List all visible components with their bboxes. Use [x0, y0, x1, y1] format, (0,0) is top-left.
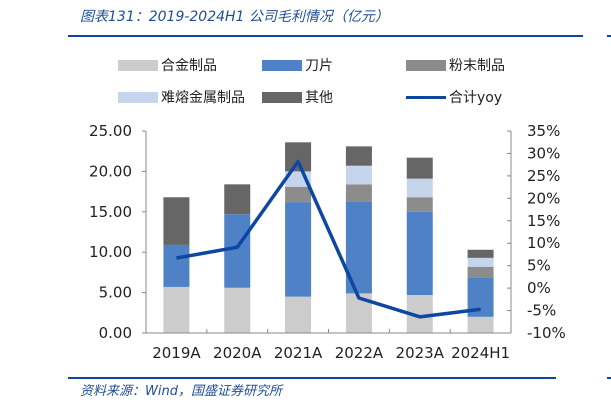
yoy-line	[176, 159, 481, 319]
bar-segment	[406, 197, 433, 212]
legend-label: 粉末制品	[449, 58, 505, 74]
y-tick-label: 20.00	[89, 162, 132, 180]
bar-segment	[285, 296, 312, 333]
legend-item-yoy: 合计yoy	[406, 89, 503, 106]
x-tick-label: 2020A	[213, 344, 262, 362]
y2-tick-label: 10%	[527, 234, 560, 252]
y2-tick-label: 25%	[527, 167, 560, 185]
y-tick-label: 25.00	[89, 122, 132, 140]
legend-line-yoy	[406, 95, 446, 99]
title-rule-tail	[607, 35, 611, 37]
y-tick-label: 15.00	[89, 203, 132, 221]
bar-segment	[224, 287, 251, 333]
legend-item-blade: 刀片	[262, 57, 333, 74]
footer-rule-tail	[607, 377, 611, 379]
legend-item-powder: 粉末制品	[406, 57, 505, 74]
legend-label: 其他	[305, 90, 333, 106]
bar-segment	[285, 186, 312, 203]
y2-tick-label: -5%	[527, 302, 556, 320]
bar-segment	[467, 266, 494, 278]
bar-segment	[163, 197, 190, 245]
bar-segment	[285, 142, 312, 172]
legend-swatch-powder	[406, 59, 446, 71]
y2-tick-label: 15%	[527, 212, 560, 230]
legend-label: 合金制品	[161, 58, 217, 74]
title-rule	[68, 35, 583, 37]
x-tick-label: 2019A	[152, 344, 201, 362]
bar-segment	[224, 184, 251, 215]
bar-segment	[406, 157, 433, 179]
legend-swatch-alloy	[118, 59, 158, 71]
y2-tick-label: 35%	[527, 122, 560, 140]
bar-segment	[467, 257, 494, 267]
y2-tick-label: 30%	[527, 144, 560, 162]
x-tick-label: 2023A	[396, 344, 445, 362]
legend-swatch-refractory	[118, 91, 158, 103]
legend-item-refractory: 难熔金属制品	[118, 89, 245, 106]
x-tick-label: 2021A	[274, 344, 323, 362]
bar-segment	[345, 165, 372, 185]
bar-segment	[467, 249, 494, 258]
y2-tick-label: 20%	[527, 189, 560, 207]
y2-tick-label: 0%	[527, 279, 551, 297]
source-note: 资料来源：Wind，国盛证券研究所	[80, 384, 282, 399]
legend-label: 难熔金属制品	[161, 90, 245, 106]
legend-label: 刀片	[305, 58, 333, 74]
bar-segment	[345, 146, 372, 166]
bar-segment	[345, 184, 372, 202]
bar-segment	[163, 286, 190, 333]
bar-segment	[224, 214, 251, 288]
y-tick-label: 10.00	[89, 243, 132, 261]
x-tick-label: 2022A	[335, 344, 384, 362]
bar-segment	[285, 202, 312, 297]
legend-swatch-blade	[262, 59, 302, 71]
bar-segment	[406, 211, 433, 296]
footer-rule	[68, 377, 556, 379]
legend-item-alloy: 合金制品	[118, 57, 217, 74]
legend-swatch-other	[262, 91, 302, 103]
legend-label: 合计yoy	[449, 90, 503, 106]
chart-title: 图表131：2019-2024H1 公司毛利情况（亿元）	[80, 9, 389, 25]
y-tick-label: 0.00	[99, 324, 132, 342]
x-tick-label: 2024H1	[451, 344, 510, 362]
bar-segment	[406, 178, 433, 198]
bar-segment	[163, 244, 190, 287]
legend-item-other: 其他	[262, 89, 333, 106]
y-tick-label: 5.00	[99, 284, 132, 302]
bar-segment	[467, 316, 494, 333]
y2-tick-label: -10%	[527, 324, 566, 342]
y2-tick-label: 5%	[527, 257, 551, 275]
